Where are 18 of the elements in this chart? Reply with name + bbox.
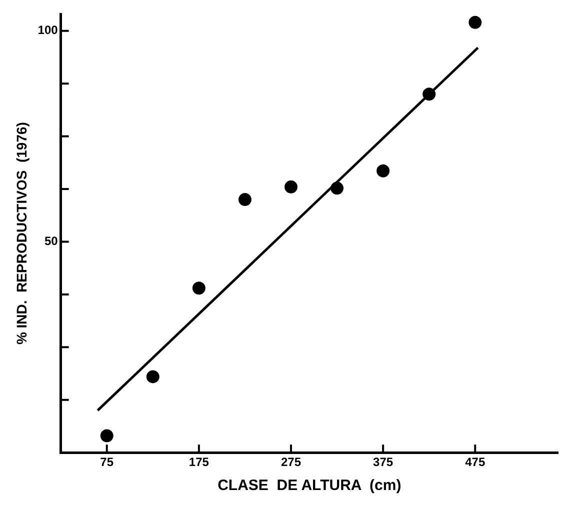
point bbox=[468, 16, 482, 29]
y-tick-label: 100 bbox=[38, 23, 58, 38]
point bbox=[146, 370, 160, 384]
point bbox=[376, 164, 390, 178]
point bbox=[422, 88, 436, 101]
x-tick-label: 175 bbox=[188, 455, 210, 470]
x-tick-label: 375 bbox=[373, 455, 394, 470]
point bbox=[192, 282, 206, 295]
x-axis-title: CLASE DE ALTURA (cm) bbox=[218, 477, 402, 494]
point bbox=[330, 182, 344, 195]
y-axis-title: % IND. REPRODUCTIVOS (1976) bbox=[13, 122, 30, 345]
x-tick-label: 475 bbox=[465, 455, 486, 470]
x-tick-label: 75 bbox=[100, 455, 114, 470]
x-tick-label: 275 bbox=[280, 455, 302, 470]
point bbox=[284, 180, 298, 194]
point bbox=[100, 429, 114, 442]
point bbox=[238, 193, 252, 206]
y-tick-label: 50 bbox=[44, 234, 58, 248]
